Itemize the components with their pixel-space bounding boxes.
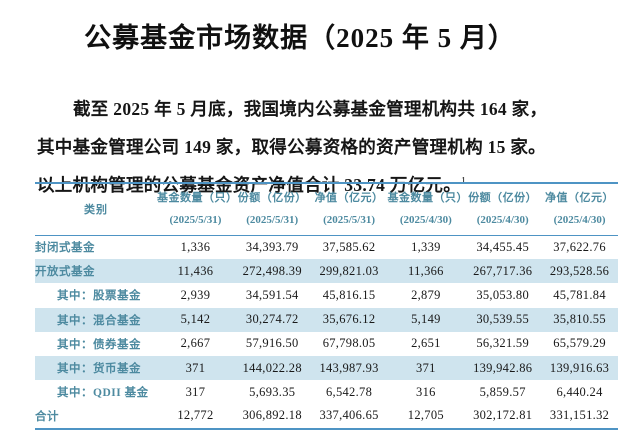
header-col-1: 基金数量（只） (2025/5/31) (157, 182, 238, 236)
row-category: 其中：股票基金 (57, 290, 141, 303)
row-value: 272,498.39 (242, 263, 302, 278)
row-value: 1,339 (411, 239, 441, 254)
row-value: 12,772 (157, 404, 234, 430)
row-value: 45,781.84 (553, 287, 606, 302)
row-value: 30,539.55 (476, 312, 530, 327)
row-value: 57,916.50 (245, 336, 299, 351)
row-value: 317 (185, 384, 206, 399)
table-row-hybrid-funds: 其中：混合基金 5,142 30,274.72 35,676.12 5,149 … (35, 307, 618, 332)
header-col-2-label: 份额（亿份） (237, 191, 307, 204)
row-value: 30,274.72 (245, 312, 299, 327)
row-value: 56,321.59 (476, 336, 530, 351)
header-col-4-label: 基金数量（只） (387, 191, 468, 204)
fund-data-table: 类别 基金数量（只） (2025/5/31) 份额（亿份） (2025/5/31… (35, 182, 618, 430)
header-col-1-date: (2025/5/31) (169, 213, 222, 226)
header-col-5-label: 份额（亿份） (468, 191, 538, 204)
header-col-3-date: (2025/5/31) (323, 213, 376, 226)
row-value: 5,693.35 (249, 384, 296, 399)
row-value: 34,455.45 (476, 239, 530, 254)
intro-line-2: 其中基金管理公司 149 家，取得公募资格的资产管理机构 15 家。 (37, 137, 546, 157)
table-row-bond-funds: 其中：债券基金 2,667 57,916.50 67,798.05 2,651 … (35, 332, 618, 356)
row-value: 316 (416, 384, 436, 399)
row-value: 5,142 (180, 312, 211, 327)
row-category: 其中：QDII 基金 (57, 387, 149, 400)
row-value: 35,810.55 (553, 312, 606, 327)
row-value: 299,821.03 (319, 263, 379, 278)
row-value: 12,705 (387, 404, 465, 430)
row-value: 34,393.79 (245, 239, 299, 254)
row-value: 139,916.63 (549, 360, 610, 375)
row-value: 2,667 (180, 336, 211, 351)
row-category: 其中：债券基金 (57, 338, 141, 351)
row-category: 其中：混合基金 (57, 314, 141, 327)
table-row-money-market-funds: 其中：货币基金 371 144,022.28 143,987.93 371 13… (35, 355, 618, 381)
row-value: 6,542.78 (325, 384, 373, 399)
intro-line-1: 截至 2025 年 5 月底，我国境内公募基金管理机构共 164 家， (73, 99, 548, 119)
header-col-6: 净值（亿元） (2025/4/30) (541, 182, 618, 236)
row-value: 337,406.65 (310, 404, 388, 430)
header-col-3: 净值（亿元） (2025/5/31) (310, 182, 388, 236)
header-col-2-date: (2025/5/31) (246, 213, 299, 226)
row-value: 371 (416, 360, 436, 375)
header-col-5-date: (2025/4/30) (476, 213, 529, 226)
row-value: 6,440.24 (556, 384, 603, 399)
row-category: 封闭式基金 (35, 242, 95, 255)
table-header-row: 类别 基金数量（只） (2025/5/31) 份额（亿份） (2025/5/31… (35, 182, 618, 236)
row-value: 45,816.15 (322, 287, 376, 302)
row-value: 267,717.36 (473, 263, 533, 278)
row-value: 34,591.54 (245, 287, 299, 302)
header-category: 类别 (35, 182, 158, 236)
row-value: 331,151.32 (541, 404, 618, 430)
row-value: 65,579.29 (553, 336, 606, 351)
row-value: 35,053.80 (476, 287, 530, 302)
row-value: 371 (185, 360, 206, 375)
row-value: 37,585.62 (322, 239, 376, 254)
header-col-6-label: 净值（亿元） (545, 191, 615, 204)
row-value: 37,622.76 (553, 239, 606, 254)
page-title: 公募基金市场数据（2025 年 5 月） (84, 23, 516, 53)
table-row-closed-funds: 封闭式基金 1,336 34,393.79 37,585.62 1,339 34… (35, 235, 618, 259)
row-category: 其中：货币基金 (57, 363, 141, 376)
row-value: 35,676.12 (322, 312, 376, 327)
row-value: 11,366 (408, 263, 444, 278)
row-value: 302,172.81 (464, 404, 542, 430)
row-value: 5,859.57 (479, 384, 526, 399)
header-col-1-label: 基金数量（只） (157, 191, 238, 204)
header-col-4-date: (2025/4/30) (399, 213, 452, 226)
row-value: 5,149 (411, 312, 441, 327)
row-value: 139,942.86 (473, 360, 533, 375)
table-row-stock-funds: 其中：股票基金 2,939 34,591.54 45,816.15 2,879 … (35, 283, 618, 307)
row-value: 2,879 (411, 287, 441, 302)
header-col-5: 份额（亿份） (2025/4/30) (464, 182, 542, 236)
table-row-qdii-funds: 其中：QDII 基金 317 5,693.35 6,542.78 316 5,8… (35, 380, 618, 404)
row-value: 1,336 (180, 239, 211, 254)
row-value: 144,022.28 (242, 360, 302, 375)
row-value: 293,528.56 (549, 263, 610, 278)
header-col-4: 基金数量（只） (2025/4/30) (387, 182, 468, 236)
row-value: 143,987.93 (319, 360, 379, 375)
row-value: 67,798.05 (322, 336, 376, 351)
footnote-marker: 1 (461, 176, 467, 188)
header-col-3-label: 净值（亿元） (314, 191, 384, 204)
table-row-total: 合计 12,772 306,892.18 337,406.65 12,705 3… (35, 404, 618, 430)
row-category: 开放式基金 (35, 266, 95, 279)
row-value: 11,436 (177, 263, 214, 278)
header-col-6-date: (2025/4/30) (553, 213, 606, 226)
row-value: 306,892.18 (233, 404, 311, 430)
row-value: 2,939 (180, 287, 211, 302)
row-value: 2,651 (411, 336, 441, 351)
header-col-2: 份额（亿份） (2025/5/31) (233, 182, 311, 236)
table-row-open-funds: 开放式基金 11,436 272,498.39 299,821.03 11,36… (35, 259, 618, 284)
row-category: 合计 (35, 404, 158, 430)
